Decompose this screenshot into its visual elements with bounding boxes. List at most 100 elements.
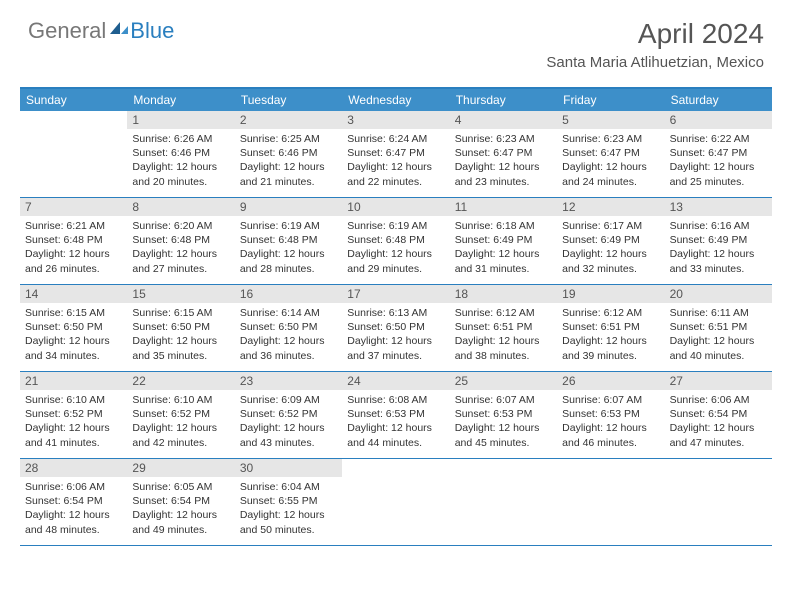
day-number: 24 xyxy=(342,372,449,390)
sunrise-line: Sunrise: 6:10 AM xyxy=(132,393,229,407)
sunset-line: Sunset: 6:49 PM xyxy=(455,233,552,247)
sunrise-line: Sunrise: 6:10 AM xyxy=(25,393,122,407)
sunset-line: Sunset: 6:53 PM xyxy=(347,407,444,421)
daylight-line: Daylight: 12 hours and 44 minutes. xyxy=(347,421,444,449)
day-number: 3 xyxy=(342,111,449,129)
sunset-line: Sunset: 6:47 PM xyxy=(670,146,767,160)
sunrise-line: Sunrise: 6:07 AM xyxy=(562,393,659,407)
day-cell: 5Sunrise: 6:23 AMSunset: 6:47 PMDaylight… xyxy=(557,111,664,197)
sunrise-line: Sunrise: 6:07 AM xyxy=(455,393,552,407)
day-cell xyxy=(450,459,557,545)
day-number: 27 xyxy=(665,372,772,390)
day-header-cell: Tuesday xyxy=(235,89,342,111)
week-row: 14Sunrise: 6:15 AMSunset: 6:50 PMDayligh… xyxy=(20,285,772,372)
day-cell xyxy=(20,111,127,197)
daylight-line: Daylight: 12 hours and 28 minutes. xyxy=(240,247,337,275)
sail-icon xyxy=(108,18,130,44)
sunrise-line: Sunrise: 6:04 AM xyxy=(240,480,337,494)
daylight-line: Daylight: 12 hours and 42 minutes. xyxy=(132,421,229,449)
day-info: Sunrise: 6:26 AMSunset: 6:46 PMDaylight:… xyxy=(127,129,234,193)
header: General Blue April 2024 Santa Maria Atli… xyxy=(0,0,792,79)
sunset-line: Sunset: 6:55 PM xyxy=(240,494,337,508)
day-info: Sunrise: 6:12 AMSunset: 6:51 PMDaylight:… xyxy=(557,303,664,367)
day-info: Sunrise: 6:07 AMSunset: 6:53 PMDaylight:… xyxy=(557,390,664,454)
day-info: Sunrise: 6:04 AMSunset: 6:55 PMDaylight:… xyxy=(235,477,342,541)
day-cell: 7Sunrise: 6:21 AMSunset: 6:48 PMDaylight… xyxy=(20,198,127,284)
sunrise-line: Sunrise: 6:09 AM xyxy=(240,393,337,407)
sunrise-line: Sunrise: 6:23 AM xyxy=(562,132,659,146)
brand-part2: Blue xyxy=(130,18,174,44)
daylight-line: Daylight: 12 hours and 22 minutes. xyxy=(347,160,444,188)
sunrise-line: Sunrise: 6:24 AM xyxy=(347,132,444,146)
day-info: Sunrise: 6:10 AMSunset: 6:52 PMDaylight:… xyxy=(127,390,234,454)
day-number: 10 xyxy=(342,198,449,216)
sunset-line: Sunset: 6:50 PM xyxy=(347,320,444,334)
sunrise-line: Sunrise: 6:08 AM xyxy=(347,393,444,407)
day-cell: 24 Sunrise: 6:08 AMSunset: 6:53 PMDayligh… xyxy=(342,372,449,458)
daylight-line: Daylight: 12 hours and 25 minutes. xyxy=(670,160,767,188)
day-number: 23 xyxy=(235,372,342,390)
day-cell xyxy=(342,459,449,545)
day-cell: 23Sunrise: 6:09 AMSunset: 6:52 PMDayligh… xyxy=(235,372,342,458)
sunset-line: Sunset: 6:49 PM xyxy=(562,233,659,247)
daylight-line: Daylight: 12 hours and 37 minutes. xyxy=(347,334,444,362)
day-info: Sunrise: 6:06 AMSunset: 6:54 PMDaylight:… xyxy=(20,477,127,541)
day-info: Sunrise: 6:15 AMSunset: 6:50 PMDaylight:… xyxy=(20,303,127,367)
day-info: Sunrise: 6:19 AMSunset: 6:48 PMDaylight:… xyxy=(342,216,449,280)
sunset-line: Sunset: 6:49 PM xyxy=(670,233,767,247)
sunset-line: Sunset: 6:48 PM xyxy=(25,233,122,247)
day-cell: 18Sunrise: 6:12 AMSunset: 6:51 PMDayligh… xyxy=(450,285,557,371)
daylight-line: Daylight: 12 hours and 36 minutes. xyxy=(240,334,337,362)
day-number: 4 xyxy=(450,111,557,129)
day-cell: 21Sunrise: 6:10 AMSunset: 6:52 PMDayligh… xyxy=(20,372,127,458)
sunset-line: Sunset: 6:47 PM xyxy=(562,146,659,160)
day-info: Sunrise: 6:19 AMSunset: 6:48 PMDaylight:… xyxy=(235,216,342,280)
day-header-cell: Wednesday xyxy=(342,89,449,111)
day-info: Sunrise: 6:05 AMSunset: 6:54 PMDaylight:… xyxy=(127,477,234,541)
sunrise-line: Sunrise: 6:16 AM xyxy=(670,219,767,233)
sunset-line: Sunset: 6:53 PM xyxy=(562,407,659,421)
daylight-line: Daylight: 12 hours and 27 minutes. xyxy=(132,247,229,275)
day-cell: 19Sunrise: 6:12 AMSunset: 6:51 PMDayligh… xyxy=(557,285,664,371)
day-cell: 27Sunrise: 6:06 AMSunset: 6:54 PMDayligh… xyxy=(665,372,772,458)
day-info: Sunrise: 6:24 AMSunset: 6:47 PMDaylight:… xyxy=(342,129,449,193)
day-cell: 6Sunrise: 6:22 AMSunset: 6:47 PMDaylight… xyxy=(665,111,772,197)
sunrise-line: Sunrise: 6:17 AM xyxy=(562,219,659,233)
daylight-line: Daylight: 12 hours and 46 minutes. xyxy=(562,421,659,449)
day-number: 7 xyxy=(20,198,127,216)
sunrise-line: Sunrise: 6:18 AM xyxy=(455,219,552,233)
day-info: Sunrise: 6:14 AMSunset: 6:50 PMDaylight:… xyxy=(235,303,342,367)
daylight-line: Daylight: 12 hours and 26 minutes. xyxy=(25,247,122,275)
sunrise-line: Sunrise: 6:22 AM xyxy=(670,132,767,146)
day-cell: 1Sunrise: 6:26 AMSunset: 6:46 PMDaylight… xyxy=(127,111,234,197)
day-cell: 4Sunrise: 6:23 AMSunset: 6:47 PMDaylight… xyxy=(450,111,557,197)
sunset-line: Sunset: 6:54 PM xyxy=(25,494,122,508)
day-cell: 20Sunrise: 6:11 AMSunset: 6:51 PMDayligh… xyxy=(665,285,772,371)
sunrise-line: Sunrise: 6:23 AM xyxy=(455,132,552,146)
day-info: Sunrise: 6:25 AMSunset: 6:46 PMDaylight:… xyxy=(235,129,342,193)
sunset-line: Sunset: 6:54 PM xyxy=(132,494,229,508)
daylight-line: Daylight: 12 hours and 35 minutes. xyxy=(132,334,229,362)
sunset-line: Sunset: 6:51 PM xyxy=(455,320,552,334)
sunrise-line: Sunrise: 6:05 AM xyxy=(132,480,229,494)
daylight-line: Daylight: 12 hours and 34 minutes. xyxy=(25,334,122,362)
sunset-line: Sunset: 6:48 PM xyxy=(240,233,337,247)
sunrise-line: Sunrise: 6:06 AM xyxy=(670,393,767,407)
week-row: 7Sunrise: 6:21 AMSunset: 6:48 PMDaylight… xyxy=(20,198,772,285)
day-number: 13 xyxy=(665,198,772,216)
day-header-cell: Friday xyxy=(557,89,664,111)
daylight-line: Daylight: 12 hours and 43 minutes. xyxy=(240,421,337,449)
daylight-line: Daylight: 12 hours and 48 minutes. xyxy=(25,508,122,536)
sunrise-line: Sunrise: 6:25 AM xyxy=(240,132,337,146)
location: Santa Maria Atlihuetzian, Mexico xyxy=(546,54,764,71)
day-number: 29 xyxy=(127,459,234,477)
sunset-line: Sunset: 6:51 PM xyxy=(562,320,659,334)
sunrise-line: Sunrise: 6:19 AM xyxy=(240,219,337,233)
daylight-line: Daylight: 12 hours and 24 minutes. xyxy=(562,160,659,188)
sunrise-line: Sunrise: 6:14 AM xyxy=(240,306,337,320)
day-info: Sunrise: 6:22 AMSunset: 6:47 PMDaylight:… xyxy=(665,129,772,193)
daylight-line: Daylight: 12 hours and 40 minutes. xyxy=(670,334,767,362)
daylight-line: Daylight: 12 hours and 49 minutes. xyxy=(132,508,229,536)
day-info: Sunrise: 6:06 AMSunset: 6:54 PMDaylight:… xyxy=(665,390,772,454)
day-cell: 12Sunrise: 6:17 AMSunset: 6:49 PMDayligh… xyxy=(557,198,664,284)
